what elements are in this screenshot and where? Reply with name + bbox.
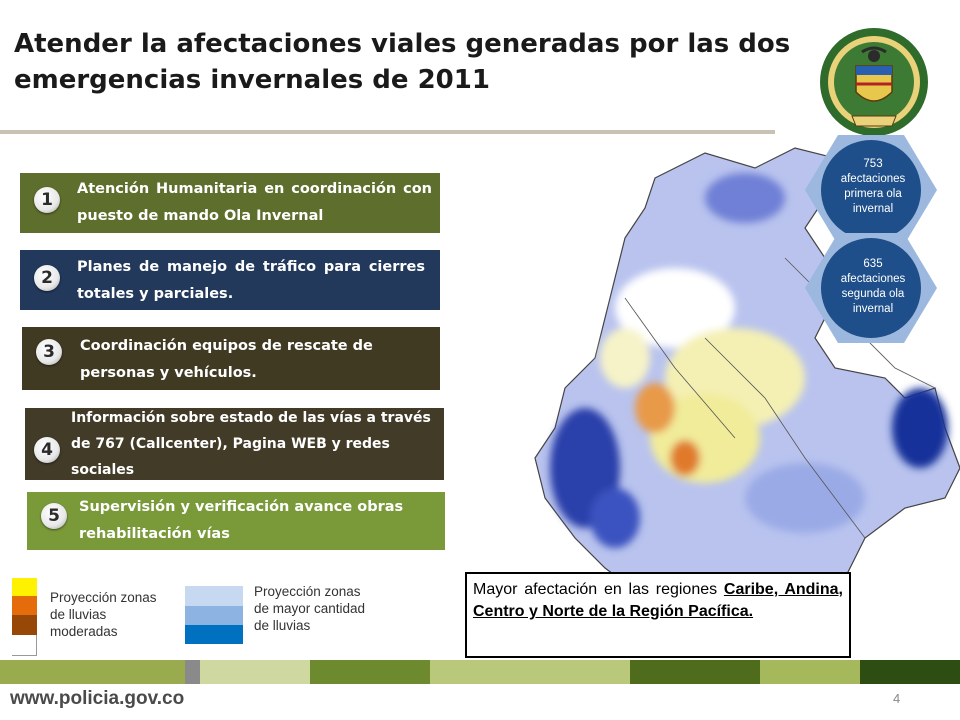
page-number: 4 (893, 691, 901, 706)
action-item-1: 1 Atención Humanitaria en coordinación c… (20, 173, 440, 233)
action-item-text: Atención Humanitaria en coordinación con… (77, 181, 432, 224)
legend-swatch-yellow (12, 578, 37, 596)
action-item-text: Planes de manejo de tráfico para cierres… (77, 259, 425, 302)
footer-band-segment (630, 660, 760, 684)
action-item-text: Información sobre estado de las vías a t… (71, 410, 431, 478)
item-number-badge: 3 (36, 339, 62, 365)
action-item-5: 5 Supervisión y verificación avance obra… (27, 492, 445, 550)
item-number-badge: 1 (34, 187, 60, 213)
footer-band-segment (860, 660, 960, 684)
footer-band-segment (0, 660, 185, 684)
footer-band-segment (200, 660, 310, 684)
legend-moderate-label: Proyección zonas de lluvias moderadas (50, 590, 157, 639)
action-item-text: Supervisión y verificación avance obras … (79, 499, 404, 542)
regions-note-emphasis: Caribe, Andina, Centro y Norte de la Reg… (473, 581, 843, 620)
footer-url[interactable]: www.policia.gov.co (10, 688, 185, 709)
second-wave-count-text: 635 afectaciones segunda ola invernal (840, 258, 906, 315)
first-wave-count-text: 753 afectaciones primera ola invernal (840, 158, 906, 215)
second-wave-hexagon (805, 233, 937, 343)
action-item-2: 2 Planes de manejo de tráfico para cierr… (20, 250, 440, 310)
item-number-badge: 2 (34, 265, 60, 291)
regions-note-prefix: Mayor afectación en las regiones (473, 581, 718, 598)
footer-band-segment (430, 660, 630, 684)
legend-swatch-white (12, 635, 37, 656)
police-seal-icon (820, 28, 928, 136)
first-wave-hexagon (805, 135, 937, 245)
colombia-rainfall-map (534, 147, 960, 649)
item-number-badge: 4 (34, 437, 60, 463)
legend-swatch-brown (12, 615, 37, 635)
legend-heavy-label: Proyección zonas de mayor cantidad de ll… (254, 584, 366, 633)
title-divider (0, 130, 775, 134)
legend-swatch-light-blue (185, 586, 243, 606)
footer-band-segment (760, 660, 860, 684)
legend-swatch-medium-blue (185, 606, 243, 625)
action-item-3: 3 Coordinación equipos de rescate de per… (22, 327, 440, 390)
page-title: Atender la afectaciones viales generadas… (14, 29, 791, 95)
footer-color-band (0, 660, 960, 684)
action-item-text: Coordinación equipos de rescate de perso… (80, 338, 373, 381)
action-item-4: 4 Información sobre estado de las vías a… (25, 408, 444, 480)
item-number-badge: 5 (41, 503, 67, 529)
legend-swatch-orange (12, 596, 37, 615)
legend-swatch-dark-blue (185, 625, 243, 644)
footer-band-segment (310, 660, 430, 684)
regions-note: Mayor afectación en las regiones Caribe,… (465, 572, 851, 658)
footer-band-segment (185, 660, 200, 684)
